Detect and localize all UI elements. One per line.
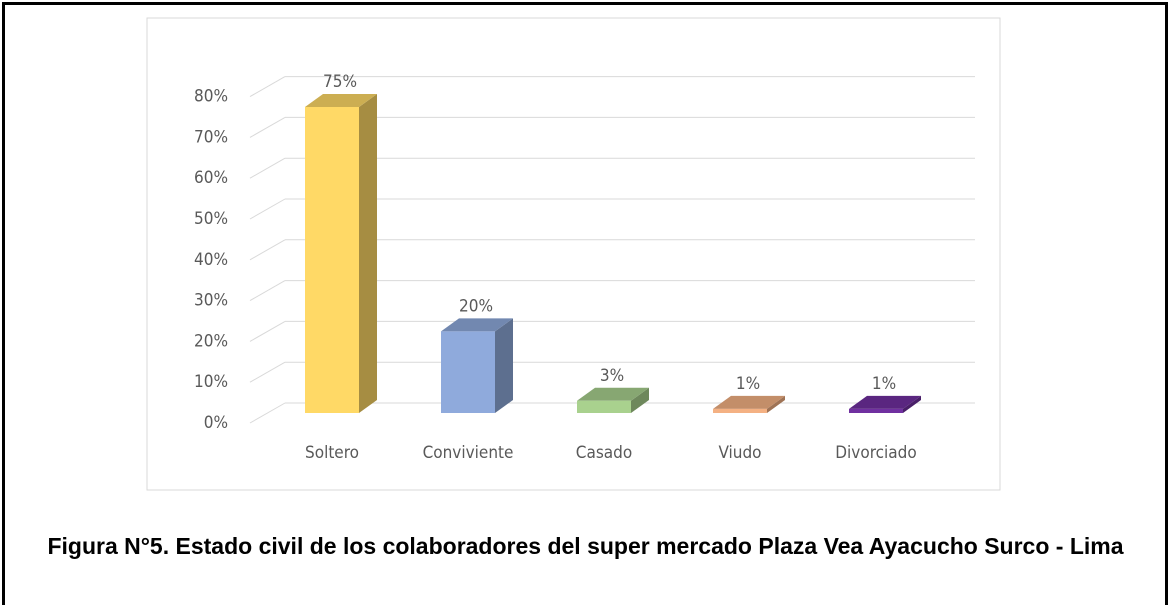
grid-line bbox=[249, 76, 286, 98]
bar bbox=[577, 400, 631, 413]
y-tick-label: 50% bbox=[194, 209, 228, 229]
x-tick-label: Divorciado bbox=[835, 443, 916, 463]
grid-line bbox=[249, 402, 286, 424]
bar bbox=[849, 408, 903, 413]
bar-top bbox=[849, 395, 921, 409]
data-label: 1% bbox=[872, 374, 896, 394]
grid-line bbox=[249, 239, 286, 261]
bar bbox=[713, 408, 767, 413]
bar-top bbox=[305, 94, 377, 107]
chart-title: Figura N°5. Estado civil de los colabora… bbox=[47, 533, 1124, 559]
bar-side bbox=[631, 387, 649, 413]
bar-top bbox=[713, 395, 785, 409]
grid-line bbox=[249, 198, 286, 220]
data-label: 3% bbox=[600, 366, 624, 386]
y-tick-label: 20% bbox=[194, 331, 228, 351]
x-tick-label: Conviviente bbox=[423, 443, 514, 463]
grid-line bbox=[249, 116, 286, 138]
bar-top bbox=[441, 318, 513, 332]
y-tick-label: 60% bbox=[194, 168, 228, 188]
bar bbox=[305, 107, 359, 413]
y-tick-label: 30% bbox=[194, 291, 228, 311]
bar bbox=[441, 331, 495, 413]
chart-area bbox=[146, 17, 1001, 491]
data-label: 1% bbox=[736, 374, 760, 394]
grid-line bbox=[249, 320, 286, 342]
x-tick-label: Viudo bbox=[718, 443, 761, 463]
y-tick-label: 0% bbox=[204, 413, 228, 433]
data-label: 75% bbox=[323, 72, 357, 92]
x-tick-label: Soltero bbox=[305, 443, 359, 463]
grid-line bbox=[249, 157, 286, 179]
y-tick-label: 10% bbox=[194, 372, 228, 392]
y-tick-label: 40% bbox=[194, 250, 228, 270]
bar-side bbox=[767, 395, 785, 413]
data-label: 20% bbox=[459, 296, 493, 316]
bar-top bbox=[577, 387, 649, 401]
y-tick-label: 80% bbox=[194, 87, 228, 107]
grid-line bbox=[249, 280, 286, 302]
x-tick-label: Casado bbox=[576, 443, 632, 463]
y-tick-label: 70% bbox=[194, 127, 228, 147]
bar-side bbox=[903, 395, 921, 413]
grid-line bbox=[249, 361, 286, 383]
bar-side bbox=[495, 318, 513, 413]
bar-side bbox=[359, 94, 377, 413]
